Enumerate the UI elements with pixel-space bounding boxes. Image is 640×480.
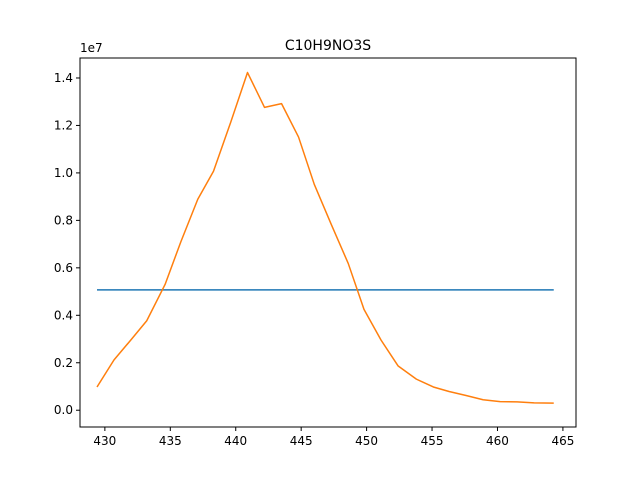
- y-tick-label: 1.0: [54, 166, 73, 180]
- y-tick-label: 1.2: [54, 118, 73, 132]
- x-tick-label: 440: [224, 434, 247, 448]
- y-tick-label: 0.6: [54, 261, 73, 275]
- x-tick-label: 455: [421, 434, 444, 448]
- axes-frame: [79, 57, 577, 428]
- x-tick-label: 460: [486, 434, 509, 448]
- y-tick-label: 0.0: [54, 403, 73, 417]
- x-tick-label: 435: [159, 434, 182, 448]
- y-offset-label: 1e7: [80, 41, 103, 55]
- y-tick-label: 0.2: [54, 356, 73, 370]
- series-line-2: [96, 71, 554, 404]
- y-tick-label: 0.4: [54, 308, 73, 322]
- y-tick-label: 1.4: [54, 71, 73, 85]
- chart-title: C10H9NO3S: [285, 38, 371, 54]
- x-tick-label: 465: [551, 434, 574, 448]
- axes-layer: 430 435 440 445 450 455 460 465 0.0 0.2 0.4 0.6 0.8 1…: [54, 57, 577, 448]
- y-tick-label: 0.8: [54, 213, 73, 227]
- series-layer: [96, 71, 554, 404]
- x-tick-label: 430: [93, 434, 116, 448]
- x-tick-label: 445: [290, 434, 313, 448]
- x-tick-label: 450: [355, 434, 378, 448]
